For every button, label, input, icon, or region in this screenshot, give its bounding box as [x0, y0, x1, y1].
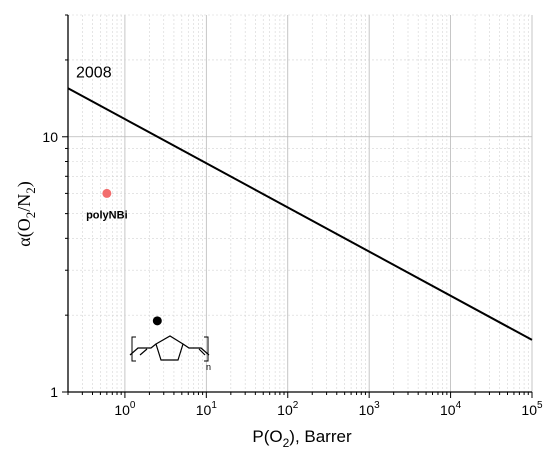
repeat-unit-n: n	[206, 362, 211, 372]
y-tick-label: 10	[42, 129, 58, 145]
structure-marker	[152, 316, 162, 326]
backbone-icon	[129, 343, 210, 356]
upper-bound-line	[67, 87, 533, 341]
x-tick-label: 103	[359, 400, 381, 418]
chemical-structure: n	[129, 335, 211, 372]
data-point	[102, 188, 112, 198]
series-layer: polyNBi 2008	[67, 64, 533, 341]
x-tick-label: 105	[521, 400, 543, 418]
y-axis-title: α(O2/N2)	[14, 181, 38, 246]
ticks-layer: 100 101 102 103 104 105 1 10	[42, 14, 543, 418]
left-bracket-icon	[131, 336, 136, 362]
line-annotation: 2008	[76, 64, 112, 81]
x-tick-label: 101	[196, 400, 218, 418]
data-point-label: polyNBi	[86, 209, 128, 221]
x-tick-label: 104	[440, 400, 462, 418]
cyclopentane-ring-icon	[155, 335, 184, 361]
right-bracket-icon	[204, 336, 209, 362]
axes-layer	[67, 15, 532, 393]
grid-layer	[67, 14, 533, 393]
x-axis-title: P(O2), Barrer	[252, 427, 352, 450]
y-tick-label: 1	[50, 384, 58, 400]
x-tick-label: 102	[277, 400, 299, 418]
x-tick-label: 100	[114, 400, 136, 418]
